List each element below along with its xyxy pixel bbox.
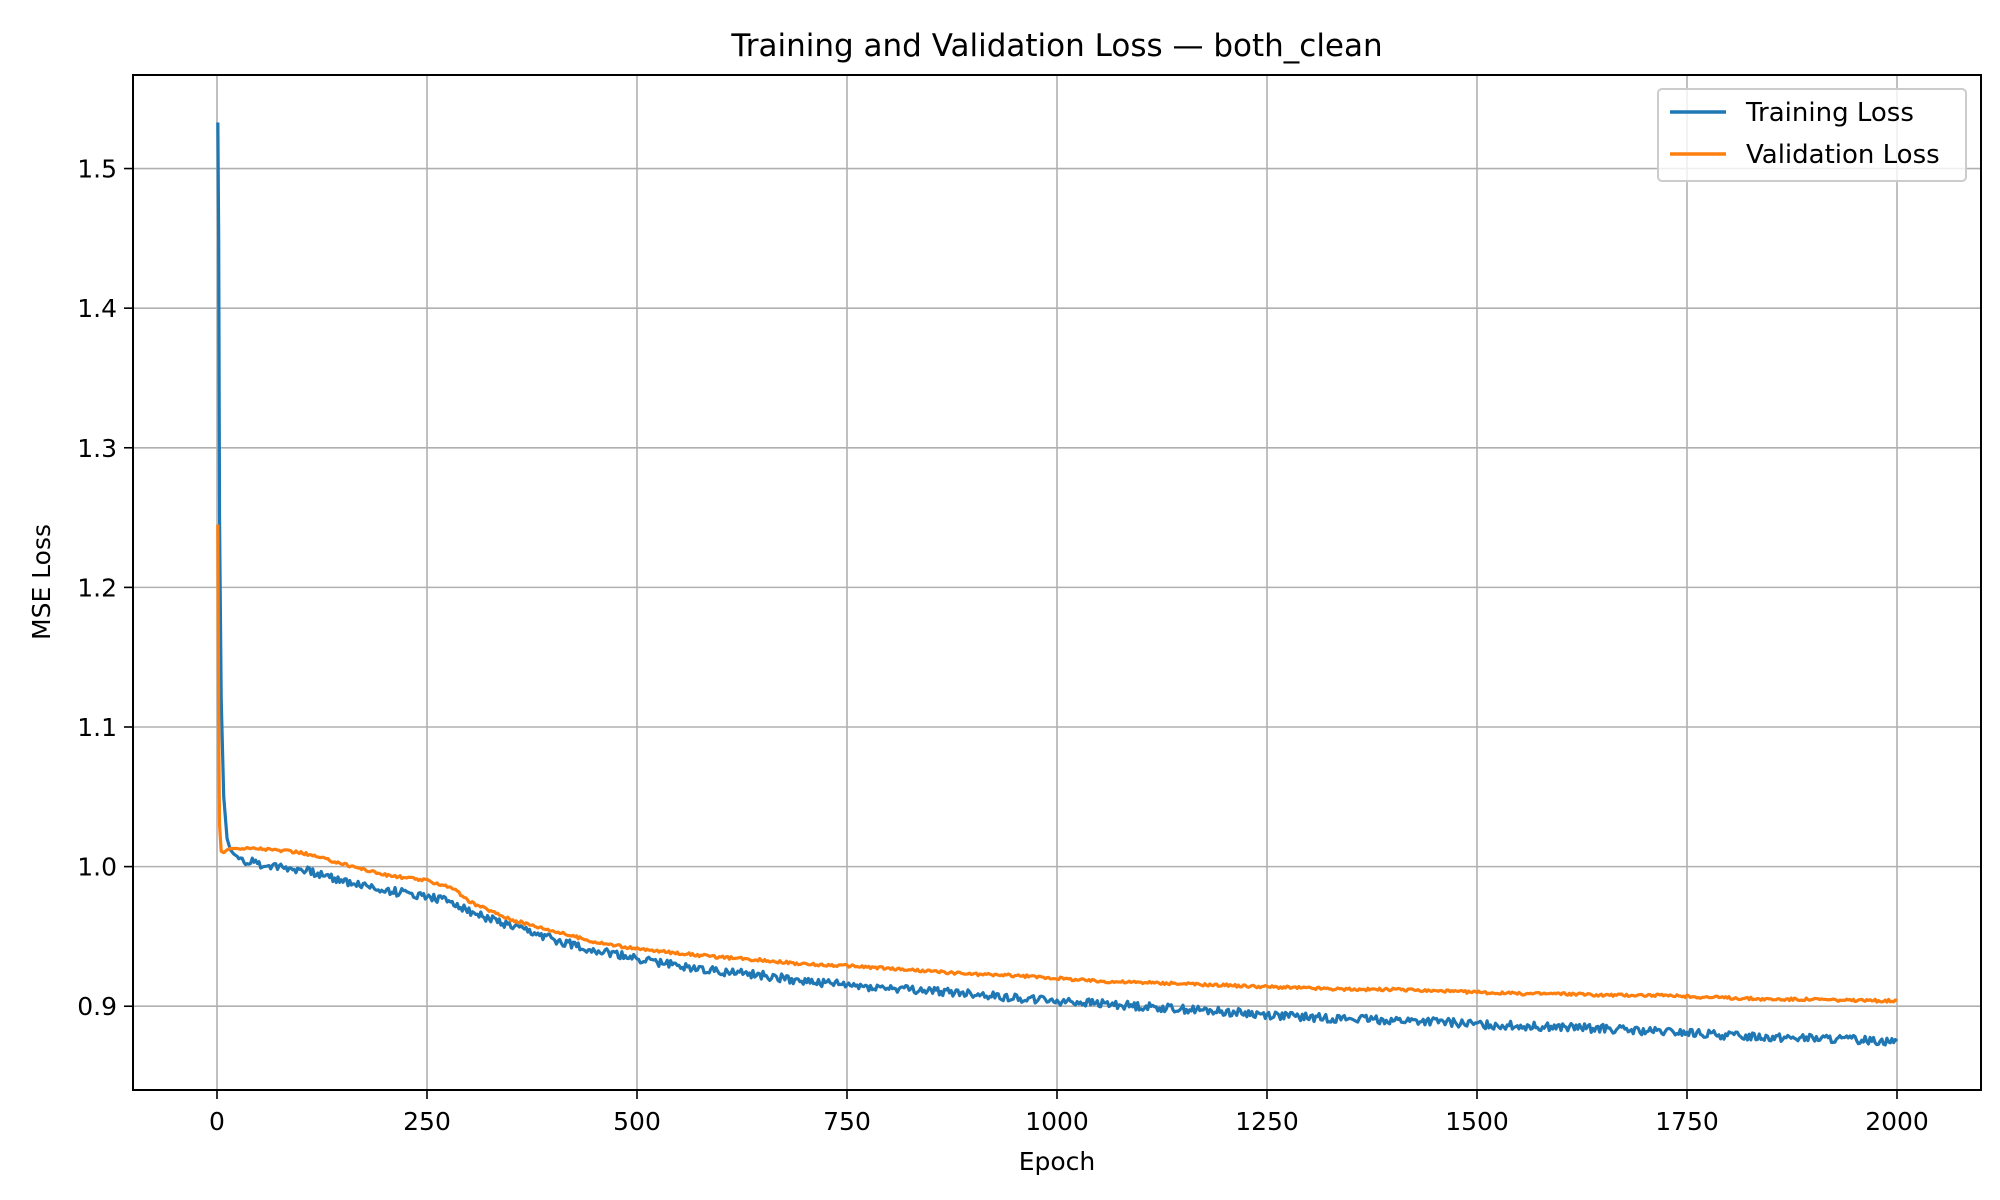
y-axis: 0.9 1.0 1.1 1.2 1.3 1.4 1.5 [77,155,133,1021]
x-tick-label: 750 [823,1107,871,1136]
plot-area [216,122,1899,1047]
y-tick-label: 1.2 [77,573,117,602]
y-tick-label: 1.1 [77,713,117,742]
series-line-training-loss [216,122,1899,1047]
chart-title: Training and Validation Loss — both_clea… [730,28,1382,64]
grid [133,75,1981,1090]
legend-box [1657,88,1967,182]
x-tick-label: 2000 [1865,1107,1929,1136]
x-tick-label: 1500 [1445,1107,1509,1136]
y-tick-label: 1.5 [77,155,117,184]
x-tick-label: 500 [613,1107,661,1136]
legend-label-training: Training Loss [1745,98,1914,128]
y-tick-label: 1.3 [77,434,117,463]
y-tick-label: 1.4 [77,294,117,323]
x-tick-label: 0 [209,1107,225,1136]
y-tick-label: 1.0 [77,853,117,882]
x-tick-label: 1750 [1655,1107,1719,1136]
legend-label-validation: Validation Loss [1746,140,1940,170]
y-axis-label: MSE Loss [27,524,56,640]
series-line-validation-loss [216,524,1898,1004]
x-tick-label: 250 [403,1107,451,1136]
x-tick-label: 1250 [1235,1107,1299,1136]
x-axis: 0 250 500 750 1000 1250 1500 1750 2000 [209,1090,1929,1136]
x-axis-label: Epoch [1019,1147,1096,1176]
y-tick-label: 0.9 [77,992,117,1021]
legend: Training Loss Validation Loss [1657,88,1967,182]
x-tick-label: 1000 [1025,1107,1089,1136]
